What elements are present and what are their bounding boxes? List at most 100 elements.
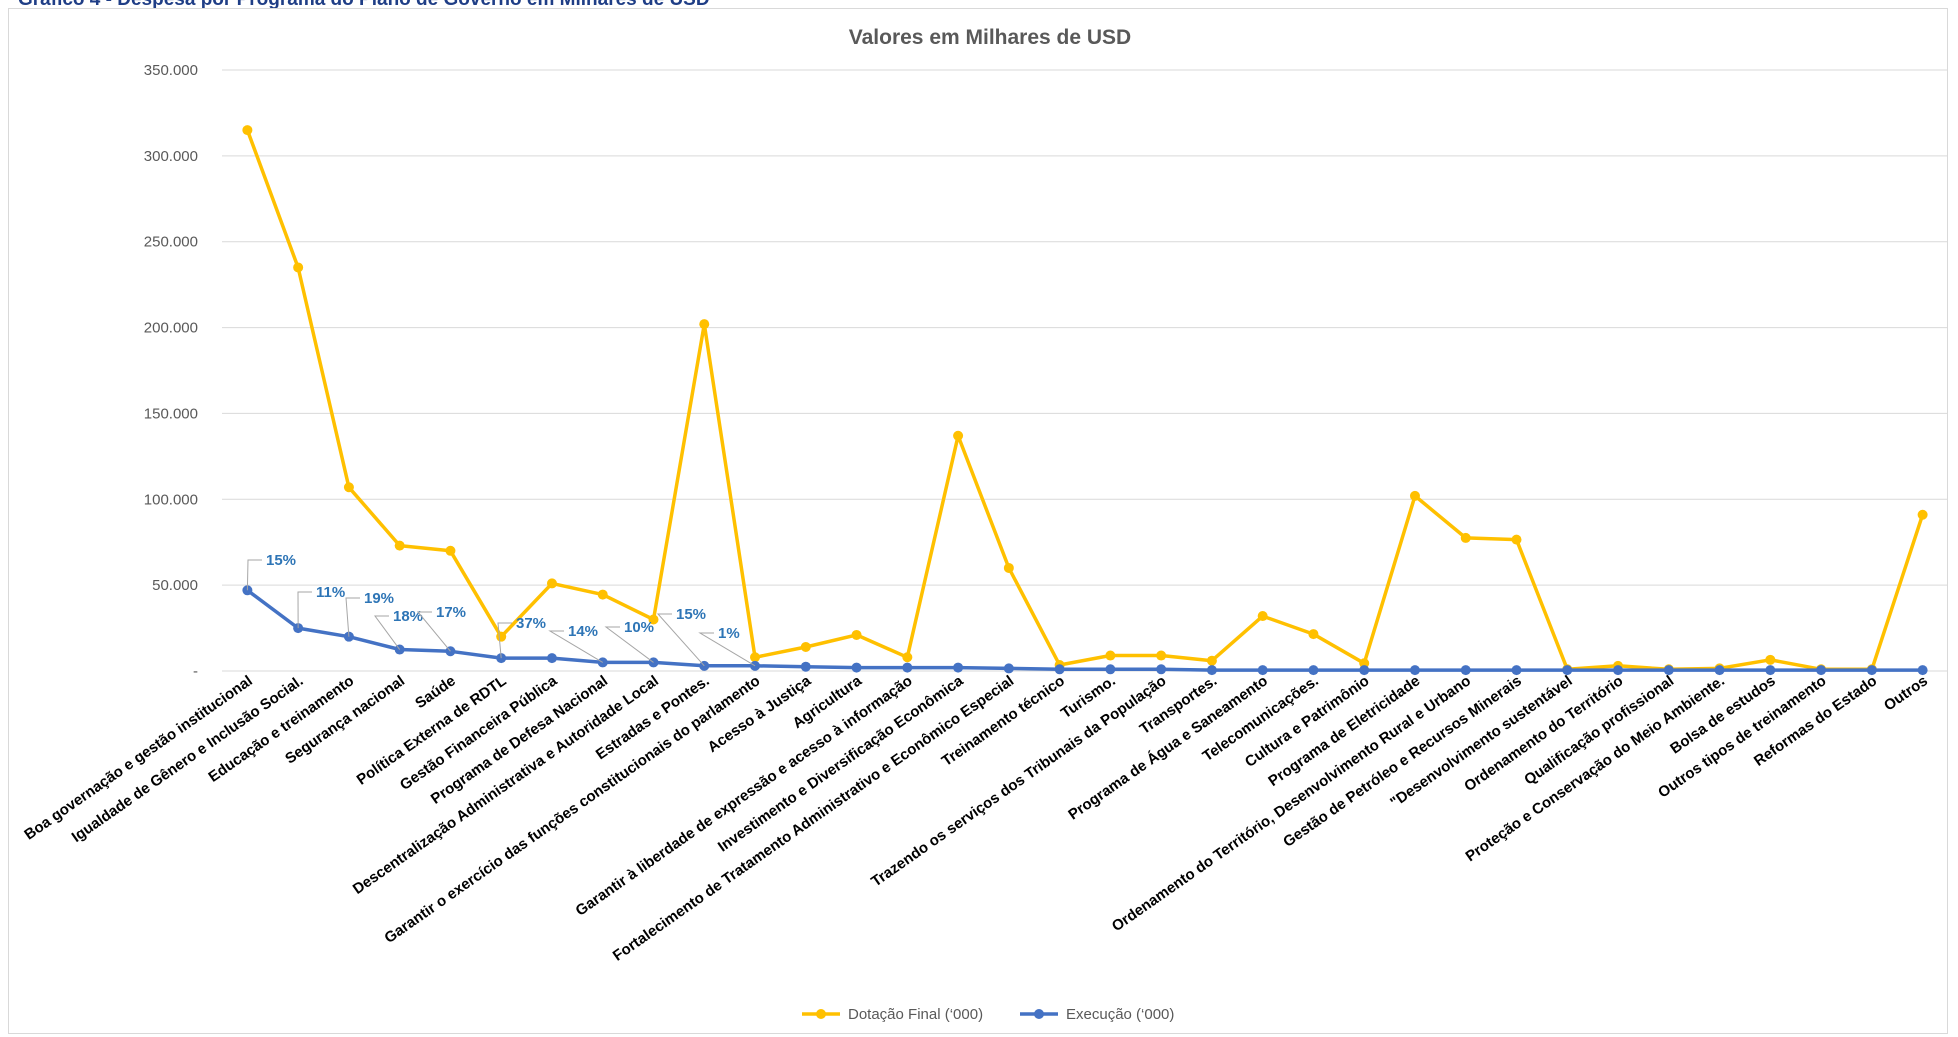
data-point: [1156, 650, 1167, 661]
legend-label: Execução (‘000): [1066, 1006, 1174, 1023]
data-point: [1206, 665, 1217, 676]
data-point: [648, 614, 659, 625]
data-point: [343, 482, 354, 493]
y-tick-label: -: [193, 663, 198, 680]
data-point: [1105, 664, 1116, 675]
data-point: [1359, 658, 1370, 669]
execution-percent-label: 17%: [436, 604, 466, 621]
data-point: [445, 545, 456, 556]
execution-percent-label: 15%: [676, 606, 706, 623]
legend: Dotação Final (‘000) Execução (‘000): [802, 1006, 1174, 1023]
data-point: [546, 653, 557, 664]
label-leader-line: [604, 626, 654, 663]
data-point: [699, 319, 710, 330]
execution-percent-label: 37%: [516, 615, 546, 632]
label-leader-line: [416, 611, 451, 652]
data-point: [953, 430, 964, 441]
data-point: [496, 631, 507, 642]
data-point: [1308, 629, 1319, 640]
data-point: [851, 629, 862, 640]
data-point: [1359, 665, 1370, 676]
data-point: [1409, 665, 1420, 676]
legend-marker: [816, 1009, 826, 1019]
data-point: [851, 662, 862, 673]
label-leader-line: [656, 613, 705, 667]
series-dotacao-final: [242, 125, 1928, 675]
chart-title: Valores em Milhares de USD: [849, 26, 1131, 49]
execution-percent-label: 10%: [624, 619, 654, 636]
y-tick-label: 250.000: [144, 234, 198, 251]
legend-item: Dotação Final (‘000): [802, 1006, 983, 1023]
data-point: [1308, 665, 1319, 676]
series-line: [246, 588, 1923, 672]
label-leader-line: [297, 591, 312, 629]
label-leader-line: [345, 597, 360, 637]
data-point: [242, 125, 253, 136]
data-point: [902, 652, 913, 663]
data-point: [902, 662, 913, 673]
data-point: [597, 589, 608, 600]
y-tick-label: 350.000: [144, 62, 198, 79]
data-point: [1206, 655, 1217, 666]
series: [242, 125, 1928, 676]
y-axis-ticks: - 50.000 100.000 150.000 200.000 250.000 300.0…: [144, 62, 198, 680]
page-heading-text: Gráfico 4 - Despesa por Programa do Plan…: [18, 0, 710, 8]
legend-marker: [1034, 1009, 1044, 1019]
execution-percent-label: 11%: [316, 584, 345, 601]
data-point: [1663, 665, 1674, 676]
data-point: [1511, 534, 1522, 545]
series-line: [245, 129, 1925, 672]
chart-frame: [8, 8, 1948, 1034]
data-point: [1156, 664, 1167, 675]
data-point: [1816, 665, 1827, 676]
data-point: [800, 661, 811, 672]
data-point: [1765, 654, 1776, 665]
data-point: [1003, 663, 1014, 674]
execution-percent-label: 15%: [266, 552, 296, 569]
y-tick-label: 150.000: [144, 405, 198, 422]
data-point: [1003, 562, 1014, 573]
x-tick-label: Boa governação e gestão institucional: [21, 672, 255, 843]
data-point: [1460, 665, 1471, 676]
y-tick-label: 50.000: [152, 577, 198, 594]
y-tick-label: 300.000: [144, 148, 198, 165]
x-axis-ticks: Boa governação e gestão institucionalIgu…: [21, 672, 1931, 965]
y-tick-label: 200.000: [144, 320, 198, 337]
page-heading: Gráfico 4 - Despesa por Programa do Plan…: [0, 0, 1958, 8]
data-point: [1613, 665, 1624, 676]
data-point: [1409, 490, 1420, 501]
label-leader-line: [246, 559, 262, 591]
data-point: [1054, 664, 1065, 675]
legend-label: Dotação Final (‘000): [848, 1006, 983, 1023]
data-point: [1257, 665, 1268, 676]
data-point: [800, 641, 811, 652]
legend-item: Execução (‘000): [1020, 1006, 1174, 1023]
data-point: [394, 540, 405, 551]
label-leader-line: [374, 615, 401, 650]
data-point: [1511, 665, 1522, 676]
execution-percent-label: 14%: [568, 623, 598, 640]
data-point: [546, 578, 557, 589]
x-tick-label: Igualdade de Gênero e Inclusão Social.: [69, 672, 307, 846]
execution-percent-label: 1%: [718, 625, 740, 642]
data-point: [1257, 611, 1268, 622]
data-point: [1105, 650, 1116, 661]
data-point: [1460, 532, 1471, 543]
y-tick-label: 100.000: [144, 491, 198, 508]
execution-percent-label: 18%: [393, 608, 423, 625]
data-point: [1866, 665, 1877, 676]
data-point: [750, 652, 761, 663]
execution-percent-label: 19%: [364, 590, 394, 607]
data-point: [293, 262, 304, 273]
label-leader-line: [497, 622, 512, 659]
execution-labels: 15% 11% 19%18% 17% 37% 14% 10% 15% 1%: [246, 552, 756, 667]
data-point: [1765, 665, 1776, 676]
data-point: [953, 662, 964, 673]
gridlines: [222, 69, 1948, 672]
label-leader-line: [548, 630, 603, 663]
x-tick-label: Outros: [1881, 672, 1931, 714]
data-point: [1562, 665, 1573, 676]
series-execucao: [242, 585, 1928, 676]
data-point: [1917, 665, 1928, 676]
